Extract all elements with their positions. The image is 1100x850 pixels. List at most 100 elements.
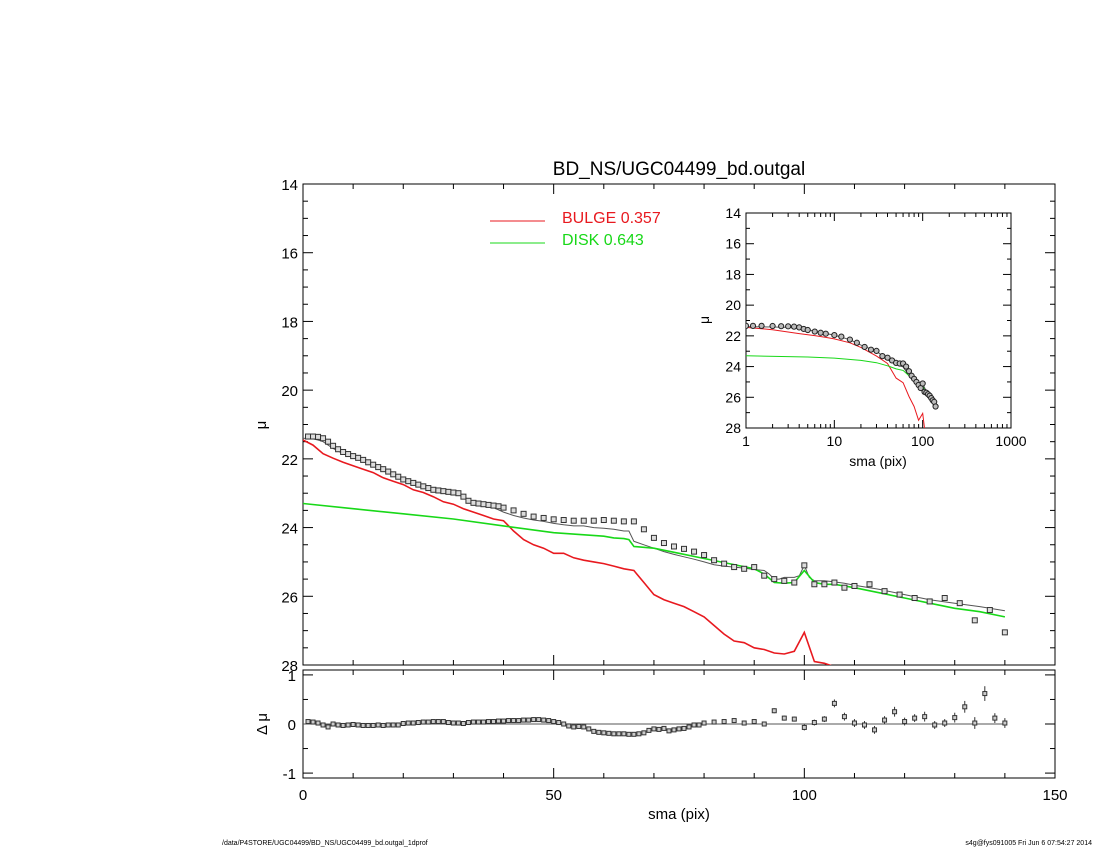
residual-data-point — [450, 720, 456, 726]
main-data-point — [580, 517, 587, 524]
main-data-point — [731, 564, 738, 571]
residual-data-point — [496, 718, 502, 724]
main-data-point — [325, 438, 332, 445]
main-y-tick-label: 16 — [281, 246, 298, 263]
main-data-point — [986, 607, 993, 614]
main-data-point — [350, 453, 357, 460]
main-data-point — [851, 582, 858, 589]
residual-data-point — [566, 723, 572, 729]
main-data-point — [751, 564, 758, 571]
residual-data-point — [892, 709, 898, 715]
main-data-point — [355, 454, 362, 461]
residual-data-point — [811, 720, 817, 726]
residual-data-point — [616, 731, 622, 737]
inset-data-point — [831, 331, 838, 339]
main-y-tick-label: 20 — [281, 383, 298, 400]
residual-x-tick-label: 150 — [1042, 787, 1067, 804]
main-data-point — [415, 481, 422, 488]
residual-data-point — [751, 719, 757, 725]
main-data-point — [510, 507, 517, 514]
residual-data-point — [631, 731, 637, 737]
residual-data-point — [626, 731, 632, 737]
residual-data-point — [501, 718, 507, 724]
residual-data-point — [711, 719, 717, 725]
inset-y-tick-label: 18 — [725, 266, 741, 282]
main-data-point — [360, 456, 367, 463]
main-y-tick-label: 24 — [281, 521, 298, 538]
footer-timestamp: s4g@fys091005 Fri Jun 6 07:54:27 2014 — [965, 840, 1092, 847]
residual-data-point — [491, 719, 497, 725]
inset-x-tick-label: 10 — [827, 433, 843, 449]
main-data-point — [330, 442, 337, 449]
residual-data-point — [942, 720, 948, 726]
inset-y-tick-label: 20 — [725, 297, 741, 313]
main-data-point — [460, 493, 467, 500]
residual-data-point — [556, 720, 562, 726]
residual-data-point — [330, 721, 336, 727]
main-data-point — [590, 517, 597, 524]
main-data-point — [1001, 629, 1008, 636]
residual-data-point — [380, 722, 386, 728]
inset-y-tick-label: 22 — [725, 328, 741, 344]
main-data-point — [310, 433, 317, 440]
inset-data-point — [873, 347, 880, 355]
main-y-axis-label: μ — [253, 421, 270, 430]
residual-y-tick-label: 0 — [288, 717, 296, 734]
residual-data-point — [415, 720, 421, 726]
residual-data-point — [686, 724, 692, 730]
main-y-tick-label: 22 — [281, 452, 298, 469]
main-data-point — [660, 540, 667, 547]
main-data-point — [375, 464, 382, 471]
main-data-point — [791, 579, 798, 586]
residual-data-point — [691, 722, 697, 728]
residual-data-point — [872, 727, 878, 733]
main-data-point — [831, 579, 838, 586]
main-data-point — [320, 435, 327, 442]
main-data-point — [370, 461, 377, 468]
residual-data-point — [902, 719, 908, 725]
main-data-point — [691, 548, 698, 555]
main-data-point — [560, 517, 567, 524]
inset-data-point — [879, 353, 886, 360]
residual-data-point — [541, 717, 547, 723]
residual-data-point — [365, 722, 371, 728]
residual-data-point — [831, 700, 837, 706]
main-data-point — [495, 503, 502, 510]
main-data-point — [440, 488, 447, 495]
main-data-point — [475, 500, 482, 507]
inset-y-tick-label: 14 — [725, 205, 741, 221]
main-data-point — [781, 577, 788, 584]
residual-data-point — [611, 731, 617, 737]
footer-file-path: /data/P4STORE/UGC04499/BD_NS/UGC04499_bd… — [222, 840, 428, 847]
main-data-point — [640, 526, 647, 533]
main-data-point — [771, 576, 778, 583]
main-data-point — [445, 488, 452, 495]
residual-data-point — [531, 717, 537, 723]
residual-data-point — [651, 726, 657, 732]
main-data-point — [896, 591, 903, 598]
main-data-point — [405, 478, 412, 485]
main-data-point — [620, 518, 627, 525]
residual-data-point — [425, 719, 431, 725]
residual-data-point — [641, 730, 647, 736]
residual-data-point — [676, 726, 682, 732]
inset-x-tick-label: 1000 — [995, 433, 1026, 449]
main-data-point — [821, 581, 828, 588]
residual-data-point — [325, 724, 331, 730]
residual-data-point — [410, 720, 416, 726]
main-data-point — [721, 560, 728, 567]
inset-y-tick-label: 26 — [725, 389, 741, 405]
residual-data-point — [345, 722, 351, 728]
inset-data-point — [846, 336, 853, 343]
inset-y-axis-label: μ — [696, 316, 712, 324]
main-data-point — [400, 476, 407, 483]
main-chart-title: BD_NS/UGC04499_bd.outgal — [553, 159, 805, 180]
inset-plot-frame — [745, 212, 1012, 429]
main-data-point — [485, 501, 492, 508]
main-data-point — [425, 485, 432, 492]
residual-data-point — [851, 720, 857, 726]
main-data-point — [801, 562, 808, 569]
inset-data-point — [817, 329, 824, 336]
